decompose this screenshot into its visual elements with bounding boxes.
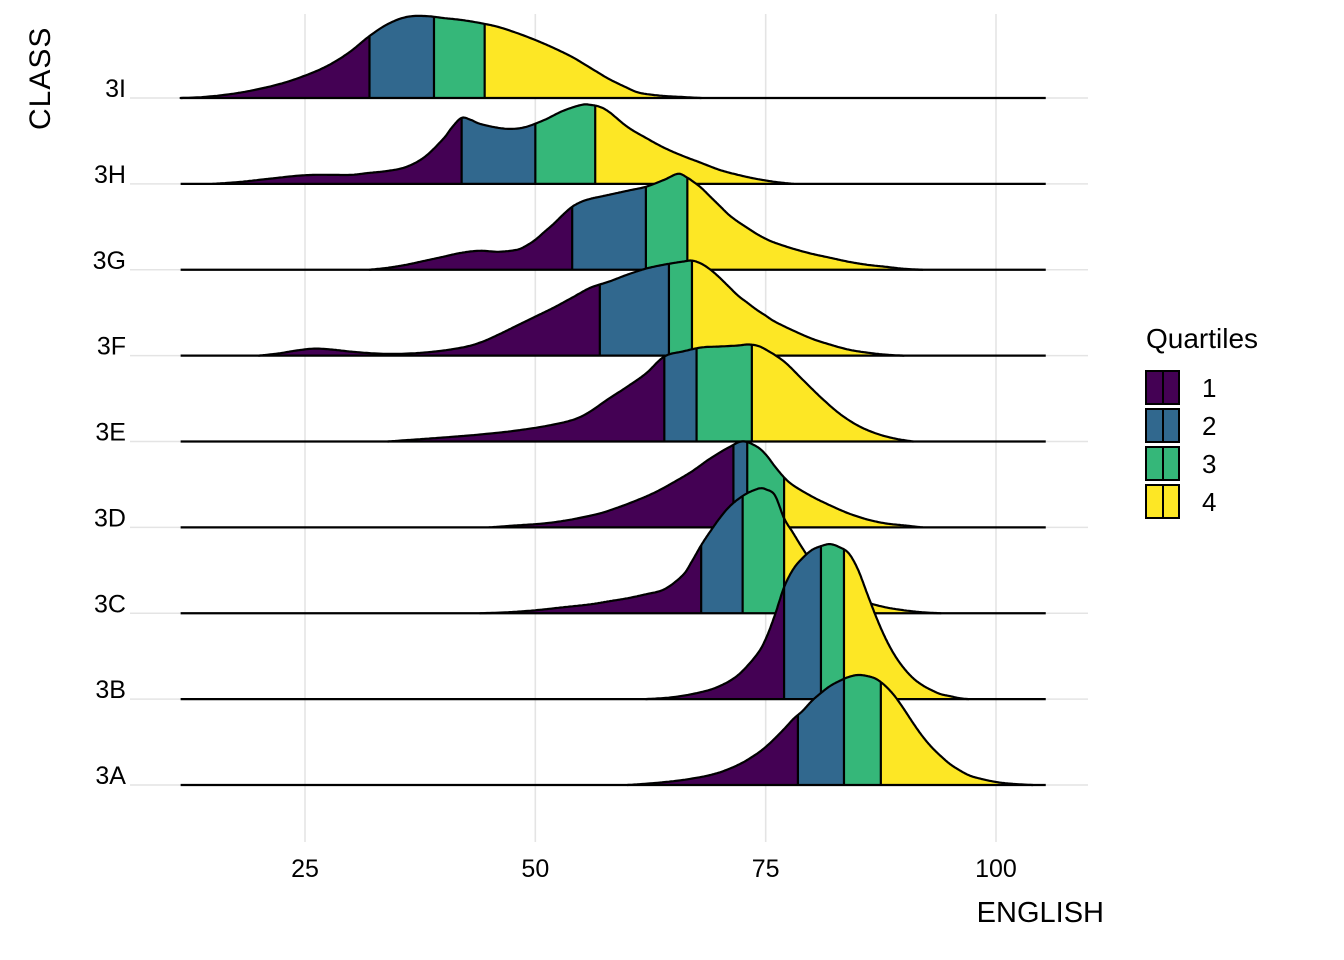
y-tick-label: 3H: [94, 161, 126, 189]
quartile-fill-q2: [664, 348, 697, 442]
legend-item-2: 2: [1145, 408, 1258, 443]
y-axis-title: CLASS: [24, 26, 57, 130]
quartile-fill-q4: [687, 177, 923, 270]
density-outline: [368, 172, 924, 271]
y-tick-label: 3A: [95, 762, 126, 790]
quartile-fill-q3: [820, 544, 844, 700]
quartile-fill-q1: [489, 444, 734, 528]
quartile-fill-q3: [742, 488, 785, 614]
y-tick-label: 3C: [94, 590, 126, 618]
legend-items: 1 2 3 4: [1145, 370, 1258, 519]
legend-swatch-icon: [1145, 370, 1180, 405]
quartile-fill-q4: [484, 23, 702, 98]
quartile-fill-q4: [880, 682, 1033, 785]
quartile-fill-q2: [797, 678, 844, 785]
legend-swatch-icon: [1145, 484, 1180, 519]
quartile-fill-q3: [668, 260, 692, 356]
legend-label: 3: [1202, 448, 1217, 479]
ridge-3d: [180, 440, 1046, 529]
quartile-fill-q2: [784, 546, 821, 700]
quartile-fill-q4: [692, 260, 904, 356]
quartile-fill-q1: [645, 587, 785, 700]
quartile-fill-q4: [784, 477, 923, 528]
quantile-line-icon: [1161, 448, 1164, 479]
legend-item-3: 3: [1145, 446, 1258, 481]
quartile-fill-q2: [599, 263, 669, 356]
legend-label: 2: [1202, 410, 1217, 441]
quantile-line-icon: [1161, 486, 1164, 517]
ridge-3b: [180, 543, 1046, 701]
ridge-3h: [180, 103, 1046, 185]
density-outline: [179, 14, 703, 100]
ridge-3f: [180, 259, 1046, 357]
quartile-fill-q4: [595, 105, 794, 184]
ridge-3g: [180, 172, 1046, 271]
density-outline: [488, 440, 924, 529]
density-outline: [211, 103, 795, 185]
x-tick-label: 25: [291, 855, 319, 883]
quartile-fill-q1: [258, 284, 600, 356]
legend: Quartiles 1 2 3 4: [1145, 325, 1258, 519]
quartile-fill-q1: [369, 206, 573, 270]
quartile-fill-q1: [387, 356, 665, 442]
quartile-fill-q3: [645, 173, 688, 270]
density-outline: [386, 343, 915, 443]
ridge-3c: [180, 487, 1046, 615]
axis-labels: 25 50 75 100 3I 3H 3G 3F 3E 3D 3C 3B 3A: [93, 75, 1017, 883]
legend-swatch-icon: [1145, 446, 1180, 481]
ridge-3a: [180, 673, 1046, 787]
quartile-fill-q1: [180, 36, 370, 98]
quartile-fill-q1: [480, 545, 702, 614]
y-tick-label: 3E: [95, 419, 126, 447]
quartile-fill-q2: [572, 186, 646, 270]
y-tick-label: 3I: [105, 75, 126, 103]
quartile-fill-q1: [212, 117, 462, 184]
legend-label: 1: [1202, 372, 1217, 403]
quartile-fill-q2: [701, 496, 743, 614]
y-tick-label: 3B: [95, 676, 126, 704]
legend-item-4: 4: [1145, 484, 1258, 519]
quartile-fill-q3: [844, 675, 881, 785]
x-axis-title: ENGLISH: [976, 897, 1104, 929]
x-tick-label: 50: [521, 855, 549, 883]
quartile-fill-q3: [535, 104, 596, 184]
quantile-line-icon: [1161, 372, 1164, 403]
x-tick-label: 75: [752, 855, 780, 883]
legend-item-1: 1: [1145, 370, 1258, 405]
quartile-fill-q4: [844, 549, 969, 700]
quartile-fill-q2: [369, 15, 434, 98]
y-tick-label: 3D: [94, 504, 126, 532]
density-outline: [626, 673, 1034, 787]
density-outline: [644, 543, 970, 701]
legend-title: Quartiles: [1146, 323, 1259, 354]
density-outline: [257, 259, 905, 357]
y-tick-label: 3G: [93, 247, 126, 275]
legend-label: 4: [1202, 486, 1217, 517]
quantile-line-icon: [1161, 410, 1164, 441]
legend-swatch-icon: [1145, 408, 1180, 443]
quartile-fill-q4: [751, 344, 914, 442]
x-tick-label: 100: [975, 855, 1017, 883]
quartile-fill-q2: [461, 117, 536, 184]
y-tick-label: 3F: [97, 333, 126, 361]
ridge-3e: [180, 343, 1046, 443]
quartile-fill-q1: [627, 715, 798, 785]
ridge-3i: [179, 14, 1046, 100]
quartile-fill-q3: [434, 16, 485, 98]
quartile-fill-q3: [696, 344, 752, 442]
